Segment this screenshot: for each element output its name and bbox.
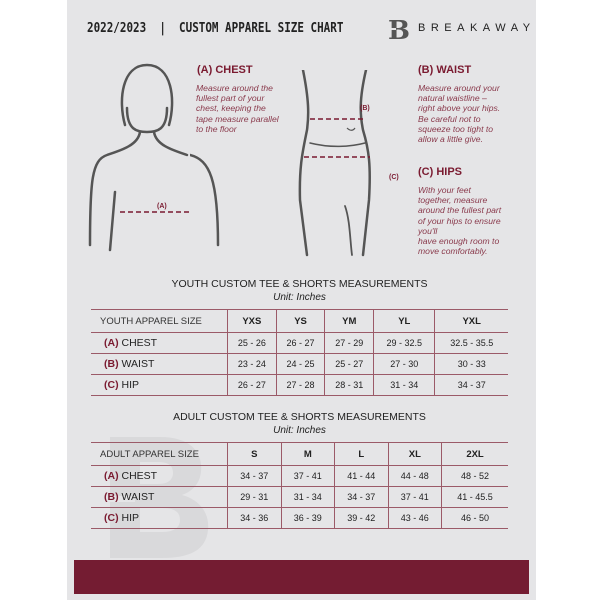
- table-cell: 36 - 39: [280, 507, 335, 529]
- table-row: (B) WAIST 23 - 24 24 - 25 25 - 27 27 - 30 30…: [91, 353, 508, 375]
- row-label: (B) WAIST: [91, 486, 228, 508]
- column-header: YXL: [434, 309, 508, 333]
- column-header: 2XL: [441, 442, 508, 466]
- waist-heading: (B) WAIST: [418, 64, 472, 76]
- table-cell: 27 - 30: [373, 353, 435, 375]
- upper-body-figure: (A): [88, 63, 192, 252]
- table-cell: 31 - 34: [280, 486, 335, 508]
- waist-marker: (B): [360, 105, 370, 112]
- column-header: ADULT APPAREL SIZE: [91, 442, 228, 466]
- row-label: (C) HIP: [91, 507, 228, 529]
- table-cell: 39 - 42: [334, 507, 389, 529]
- table-cell: 34 - 37: [334, 486, 389, 508]
- table-cell: 41 - 44: [334, 465, 389, 487]
- chest-description: Measure around the fullest part of your ch…: [196, 83, 279, 134]
- table-cell: 43 - 46: [387, 507, 442, 529]
- youth-table-title: YOUTH CUSTOM TEE & SHORTS MEASUREMENTS: [171, 278, 428, 290]
- table-cell: 46 - 50: [441, 507, 508, 529]
- column-header: YXS: [227, 309, 277, 333]
- table-cell: 27 - 29: [324, 332, 374, 354]
- table-row: (A) CHEST 34 - 37 37 - 41 41 - 44 44 - 48 48…: [91, 465, 508, 487]
- youth-unit: Unit: Inches: [273, 292, 326, 303]
- adult-table-title: ADULT CUSTOM TEE & SHORTS MEASUREMENTS: [173, 411, 426, 423]
- hips-marker: (C): [389, 174, 399, 181]
- table-cell: 48 - 52: [441, 465, 508, 487]
- hips-description: With your feet together, measure around th…: [418, 185, 502, 257]
- table-row: (B) WAIST 29 - 31 31 - 34 34 - 37 37 - 41 41…: [91, 486, 508, 508]
- column-header: YOUTH APPAREL SIZE: [91, 309, 228, 333]
- table-cell: 34 - 37: [227, 465, 282, 487]
- table-cell: 25 - 27: [324, 353, 374, 375]
- upper-body-figure-right: [190, 153, 220, 247]
- table-cell: 37 - 41: [387, 486, 442, 508]
- table-cell: 31 - 34: [373, 374, 435, 396]
- table-header-row: ADULT APPAREL SIZE S M L XL 2XL: [91, 442, 508, 466]
- table-row: (C) HIP 34 - 36 36 - 39 39 - 42 43 - 46 46 -…: [91, 507, 508, 529]
- svg-text:(C): (C): [389, 174, 399, 181]
- chest-marker: (A): [157, 203, 167, 210]
- hips-heading: (C) HIPS: [418, 166, 462, 178]
- column-header: YS: [275, 309, 325, 333]
- youth-size-table: YOUTH APPAREL SIZE YXS YS YM YL YXL (A) …: [91, 309, 508, 396]
- svg-text:B: B: [388, 16, 410, 44]
- row-label: (A) CHEST: [91, 465, 228, 487]
- column-header: M: [280, 442, 335, 466]
- adult-size-table: ADULT APPAREL SIZE S M L XL 2XL (A) CHES…: [91, 442, 508, 529]
- adult-unit: Unit: Inches: [273, 425, 326, 436]
- table-cell: 28 - 31: [324, 374, 374, 396]
- column-header: S: [227, 442, 282, 466]
- column-header: L: [334, 442, 389, 466]
- table-cell: 34 - 37: [434, 374, 508, 396]
- table-cell: 26 - 27: [275, 332, 325, 354]
- table-cell: 37 - 41: [280, 465, 335, 487]
- table-cell: 29 - 31: [227, 486, 282, 508]
- column-header: YL: [373, 309, 435, 333]
- row-label: (B) WAIST: [91, 353, 228, 375]
- table-cell: 23 - 24: [227, 353, 277, 375]
- table-cell: 41 - 45.5: [441, 486, 508, 508]
- column-header: XL: [387, 442, 442, 466]
- table-cell: 34 - 36: [227, 507, 282, 529]
- column-header: YM: [324, 309, 374, 333]
- lower-body-figure: (B): [298, 70, 371, 257]
- table-header-row: YOUTH APPAREL SIZE YXS YS YM YL YXL: [91, 309, 508, 333]
- table-cell: 44 - 48: [387, 465, 442, 487]
- table-cell: 25 - 26: [227, 332, 277, 354]
- chest-heading: (A) CHEST: [197, 64, 253, 76]
- row-label: (C) HIP: [91, 374, 228, 396]
- table-row: (C) HIP 26 - 27 27 - 28 28 - 31 31 - 34 34 -…: [91, 374, 508, 396]
- footer-bar: [74, 560, 529, 594]
- brand-name: BREAKAWAY: [418, 22, 536, 34]
- table-cell: 32.5 - 35.5: [434, 332, 508, 354]
- table-row: (A) CHEST 25 - 26 26 - 27 27 - 29 29 - 32.5…: [91, 332, 508, 354]
- waist-description: Measure around your natural waistline – ri…: [418, 83, 501, 145]
- table-cell: 24 - 25: [275, 353, 325, 375]
- page-title: 2022/2023 | CUSTOM APPAREL SIZE CHART: [87, 21, 344, 36]
- table-cell: 29 - 32.5: [373, 332, 435, 354]
- table-cell: 27 - 28: [275, 374, 325, 396]
- table-cell: 26 - 27: [227, 374, 277, 396]
- row-label: (A) CHEST: [91, 332, 228, 354]
- breakaway-logo-icon: B: [384, 16, 410, 44]
- table-cell: 30 - 33: [434, 353, 508, 375]
